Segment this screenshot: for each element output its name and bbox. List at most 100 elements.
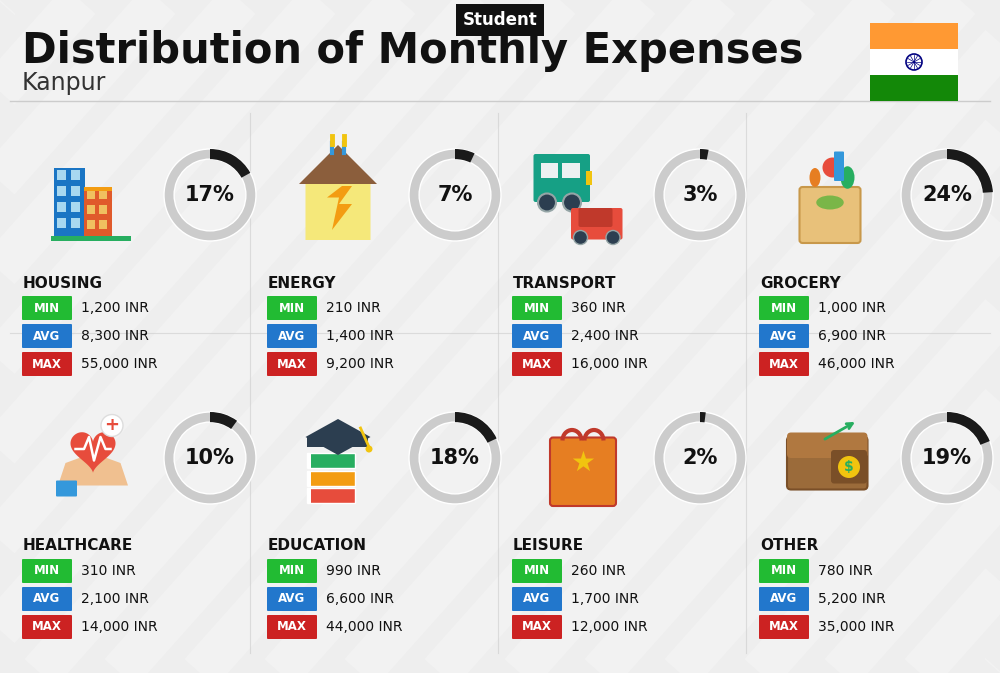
FancyBboxPatch shape	[22, 352, 72, 376]
Text: Distribution of Monthly Expenses: Distribution of Monthly Expenses	[22, 30, 804, 72]
Wedge shape	[947, 149, 993, 192]
Text: 780 INR: 780 INR	[818, 564, 873, 578]
FancyBboxPatch shape	[57, 217, 66, 227]
FancyBboxPatch shape	[22, 615, 72, 639]
Text: AVG: AVG	[523, 330, 551, 343]
Text: MAX: MAX	[769, 621, 799, 633]
FancyBboxPatch shape	[562, 162, 580, 178]
Polygon shape	[306, 150, 370, 240]
Text: 17%: 17%	[185, 185, 235, 205]
Wedge shape	[455, 149, 475, 163]
FancyBboxPatch shape	[57, 201, 66, 211]
Text: 6,900 INR: 6,900 INR	[818, 329, 886, 343]
FancyBboxPatch shape	[267, 296, 317, 320]
Text: AVG: AVG	[770, 330, 798, 343]
Wedge shape	[210, 412, 237, 429]
FancyBboxPatch shape	[759, 559, 809, 583]
Wedge shape	[700, 412, 706, 423]
FancyBboxPatch shape	[99, 190, 106, 199]
Circle shape	[563, 194, 581, 211]
FancyBboxPatch shape	[307, 453, 311, 468]
FancyBboxPatch shape	[512, 559, 562, 583]
FancyBboxPatch shape	[550, 437, 616, 506]
Text: MIN: MIN	[279, 302, 305, 314]
Text: HEALTHCARE: HEALTHCARE	[23, 538, 133, 553]
FancyBboxPatch shape	[57, 186, 66, 195]
Text: 12,000 INR: 12,000 INR	[571, 620, 648, 634]
Text: 9,200 INR: 9,200 INR	[326, 357, 394, 371]
FancyBboxPatch shape	[84, 190, 112, 238]
FancyBboxPatch shape	[99, 220, 106, 229]
Wedge shape	[164, 149, 256, 241]
Polygon shape	[327, 186, 352, 230]
Text: 1,400 INR: 1,400 INR	[326, 329, 394, 343]
Text: MIN: MIN	[524, 302, 550, 314]
FancyBboxPatch shape	[22, 324, 72, 348]
FancyBboxPatch shape	[50, 236, 130, 241]
Wedge shape	[409, 412, 501, 504]
FancyBboxPatch shape	[870, 75, 958, 101]
Text: HOUSING: HOUSING	[23, 275, 103, 291]
FancyBboxPatch shape	[834, 151, 844, 181]
Wedge shape	[700, 149, 709, 160]
Circle shape	[574, 230, 588, 244]
Text: MIN: MIN	[771, 302, 797, 314]
FancyBboxPatch shape	[307, 470, 311, 485]
FancyBboxPatch shape	[22, 587, 72, 611]
FancyBboxPatch shape	[759, 352, 809, 376]
Text: MIN: MIN	[279, 565, 305, 577]
FancyBboxPatch shape	[267, 352, 317, 376]
Text: 18%: 18%	[430, 448, 480, 468]
FancyBboxPatch shape	[512, 587, 562, 611]
FancyBboxPatch shape	[87, 190, 94, 199]
Wedge shape	[210, 149, 250, 178]
Text: 8,300 INR: 8,300 INR	[81, 329, 149, 343]
FancyBboxPatch shape	[267, 587, 317, 611]
Text: 19%: 19%	[922, 448, 972, 468]
FancyBboxPatch shape	[71, 201, 80, 211]
FancyBboxPatch shape	[87, 205, 94, 214]
Text: 2,400 INR: 2,400 INR	[571, 329, 639, 343]
FancyBboxPatch shape	[759, 324, 809, 348]
Ellipse shape	[810, 168, 820, 187]
Wedge shape	[654, 412, 746, 504]
Text: 310 INR: 310 INR	[81, 564, 136, 578]
Text: MAX: MAX	[769, 357, 799, 371]
FancyBboxPatch shape	[71, 217, 80, 227]
Text: 990 INR: 990 INR	[326, 564, 381, 578]
Text: MIN: MIN	[34, 302, 60, 314]
Text: 1,700 INR: 1,700 INR	[571, 592, 639, 606]
Wedge shape	[901, 412, 993, 504]
Text: MAX: MAX	[277, 357, 307, 371]
FancyBboxPatch shape	[571, 208, 622, 240]
Text: 2%: 2%	[682, 448, 718, 468]
FancyBboxPatch shape	[84, 187, 112, 191]
FancyBboxPatch shape	[307, 488, 311, 503]
Ellipse shape	[816, 195, 844, 209]
FancyBboxPatch shape	[759, 615, 809, 639]
FancyBboxPatch shape	[870, 23, 958, 49]
Circle shape	[606, 230, 620, 244]
Wedge shape	[164, 412, 256, 504]
Text: 6,600 INR: 6,600 INR	[326, 592, 394, 606]
FancyBboxPatch shape	[22, 296, 72, 320]
FancyBboxPatch shape	[512, 324, 562, 348]
Text: MAX: MAX	[522, 621, 552, 633]
Polygon shape	[299, 145, 377, 184]
Text: MAX: MAX	[277, 621, 307, 633]
FancyBboxPatch shape	[71, 170, 80, 180]
Text: EDUCATION: EDUCATION	[268, 538, 367, 553]
Text: 10%: 10%	[185, 448, 235, 468]
FancyBboxPatch shape	[512, 296, 562, 320]
Circle shape	[838, 456, 860, 478]
Text: MIN: MIN	[771, 565, 797, 577]
FancyBboxPatch shape	[54, 168, 85, 238]
FancyBboxPatch shape	[56, 481, 77, 497]
Text: MAX: MAX	[522, 357, 552, 371]
Text: +: +	[104, 417, 120, 435]
FancyBboxPatch shape	[307, 470, 354, 485]
Text: 3%: 3%	[682, 185, 718, 205]
FancyBboxPatch shape	[87, 220, 94, 229]
FancyBboxPatch shape	[787, 437, 868, 489]
Text: MIN: MIN	[524, 565, 550, 577]
